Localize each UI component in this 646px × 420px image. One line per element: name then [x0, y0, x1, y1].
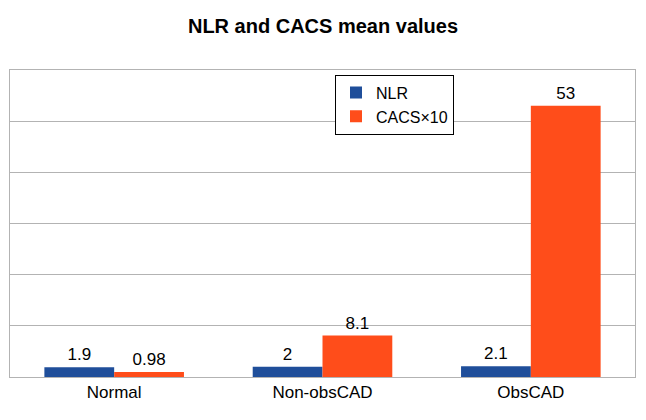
svg-text:NLR: NLR [376, 85, 408, 102]
svg-text:2: 2 [283, 345, 292, 364]
svg-text:ObsCAD: ObsCAD [497, 383, 564, 402]
svg-text:1.9: 1.9 [67, 345, 91, 364]
svg-text:Non-obsCAD: Non-obsCAD [272, 383, 372, 402]
svg-text:0.98: 0.98 [133, 350, 166, 369]
svg-text:53: 53 [556, 84, 575, 103]
svg-text:2.1: 2.1 [484, 344, 508, 363]
svg-text:CACS×10: CACS×10 [376, 109, 448, 126]
svg-text:8.1: 8.1 [346, 314, 370, 333]
svg-text:NLR and CACS mean values: NLR and CACS mean values [188, 15, 458, 37]
svg-text:Normal: Normal [87, 383, 142, 402]
